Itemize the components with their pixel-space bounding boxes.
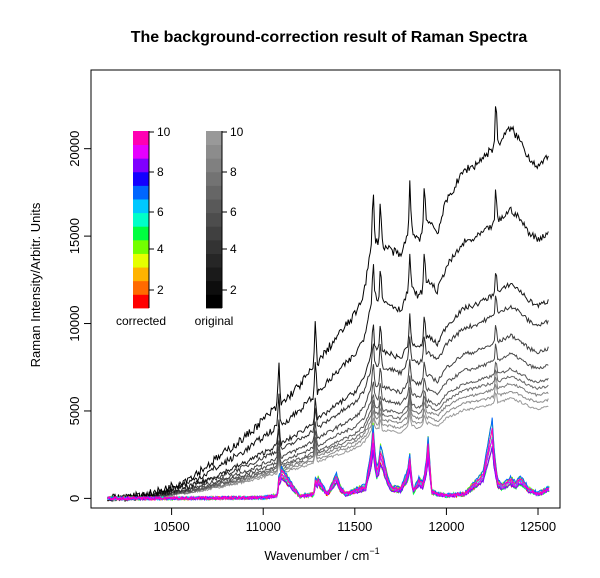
colorbar-title: corrected	[116, 314, 166, 328]
colorbar-swatch	[133, 171, 149, 186]
colorbar-swatch	[206, 131, 222, 146]
colorbar-swatch	[133, 239, 149, 254]
colorbar-tick-label: 6	[157, 205, 164, 219]
colorbar-swatch	[133, 212, 149, 227]
colorbar-swatch	[133, 294, 149, 309]
original-spectrum-line	[107, 392, 549, 500]
colorbar-swatch	[206, 199, 222, 214]
colorbar-swatch	[206, 294, 222, 309]
original-spectrum-line	[107, 273, 549, 503]
x-tick-label: 11500	[337, 519, 372, 534]
colorbar-swatch	[206, 267, 222, 282]
colorbar-title: original	[195, 314, 234, 328]
colorbar-swatch	[133, 253, 149, 268]
original-spectrum-line	[107, 295, 549, 502]
x-tick-label: 12000	[428, 519, 464, 534]
y-tick-label: 20000	[67, 131, 82, 167]
y-tick-label: 15000	[67, 218, 82, 254]
colorbar-swatch	[206, 226, 222, 241]
y-tick-label: 10000	[67, 305, 82, 341]
colorbar-swatch	[206, 171, 222, 186]
colorbar-swatch	[206, 185, 222, 200]
original-spectrum-line	[107, 368, 549, 501]
colorbar-swatch	[206, 280, 222, 295]
colorbar-tick-label: 6	[230, 205, 237, 219]
y-tick-label: 5000	[67, 396, 82, 425]
original-spectrum-line	[107, 189, 549, 502]
colorbar-swatch	[133, 280, 149, 295]
colorbar-tick-label: 8	[230, 165, 237, 179]
original-spectrum-line	[107, 106, 549, 502]
colorbar-swatch	[133, 144, 149, 159]
x-axis-label: Wavenumber / cm−1	[264, 546, 379, 563]
colorbar-swatch	[133, 226, 149, 241]
y-axis: 0 5000 10000 15000 20000	[67, 131, 91, 502]
colorbar-swatch	[133, 131, 149, 146]
colorbar-swatch	[133, 185, 149, 200]
colorbar-swatch	[206, 144, 222, 159]
colorbar-tick-label: 4	[157, 242, 164, 256]
corrected-spectrum-line	[107, 428, 550, 501]
colorbar-swatch	[206, 212, 222, 227]
colorbar-tick-label: 8	[157, 165, 164, 179]
x-tick-label: 11000	[246, 519, 281, 534]
colorbar-tick-label: 10	[157, 125, 171, 139]
colorbar-tick-label: 10	[230, 125, 244, 139]
colorbar-swatch	[206, 158, 222, 173]
colorbar-tick-label: 4	[230, 242, 237, 256]
y-axis-label: Raman Intensity/Arbitr. Units	[28, 202, 43, 367]
chart-title: The background-correction result of Rama…	[131, 29, 528, 46]
y-tick-label: 0	[67, 495, 82, 502]
x-axis: 10500 11000 11500 12000 12500	[154, 508, 556, 534]
colorbar-swatch	[133, 199, 149, 214]
colorbar-swatch	[133, 267, 149, 282]
x-tick-label: 10500	[154, 519, 190, 534]
colorbar-swatch	[133, 158, 149, 173]
colorbar-swatch	[206, 253, 222, 268]
plot-frame	[90, 69, 561, 509]
colorbar-tick-label: 2	[157, 283, 164, 297]
x-tick-label: 12500	[520, 519, 556, 534]
plot-lines	[107, 106, 550, 503]
colorbar-tick-label: 2	[230, 283, 237, 297]
colorbar-legend: 2 4 6 8 10 corrected 2 4 6 8 10 original	[116, 125, 244, 328]
colorbar-swatch	[206, 239, 222, 254]
